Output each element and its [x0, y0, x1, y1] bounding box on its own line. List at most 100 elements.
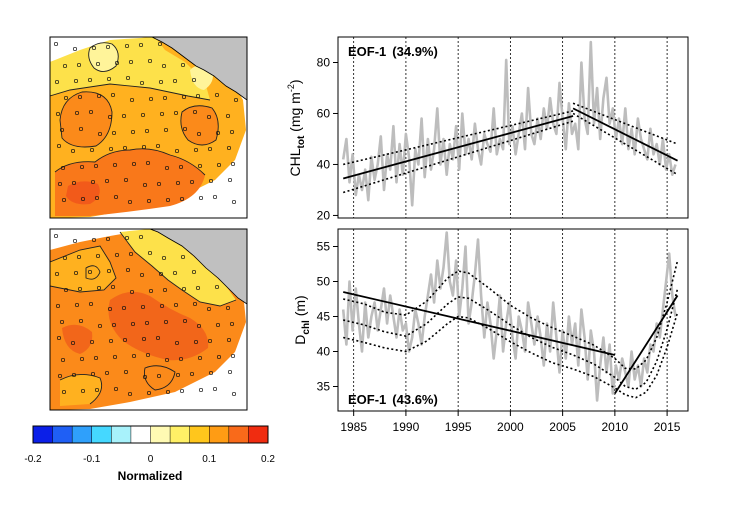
station-marker — [179, 388, 185, 394]
station-marker — [128, 59, 134, 65]
station-marker — [191, 269, 197, 275]
station-marker — [148, 96, 154, 102]
station-marker — [195, 285, 201, 291]
station-marker — [145, 352, 151, 358]
station-marker — [110, 284, 116, 290]
station-marker — [159, 303, 165, 309]
map-top-contour-2 — [88, 42, 119, 72]
station-marker — [178, 356, 184, 362]
station-marker — [195, 93, 201, 99]
station-marker — [88, 109, 94, 115]
station-marker — [138, 42, 144, 48]
station-marker — [206, 114, 212, 120]
colorbar-cell — [248, 426, 269, 443]
station-marker — [70, 148, 76, 154]
map-top-red-zone — [66, 181, 100, 205]
station-marker — [230, 353, 236, 359]
station-marker — [74, 302, 80, 308]
station-marker — [192, 301, 198, 307]
station-marker — [215, 130, 221, 136]
map-top-contour-4 — [180, 105, 219, 146]
station-marker — [161, 63, 167, 69]
station-marker — [105, 44, 111, 50]
station-marker — [162, 95, 168, 101]
map-top-stations — [53, 41, 239, 205]
station-marker — [80, 196, 86, 202]
colorbar-cell — [130, 426, 151, 443]
station-marker — [155, 335, 161, 341]
map-bottom-coastline — [149, 229, 247, 305]
chart-top-ytick-label: 60 — [317, 106, 331, 120]
station-marker — [93, 355, 99, 361]
station-marker — [87, 77, 93, 83]
station-marker — [127, 391, 133, 397]
station-marker — [148, 288, 154, 294]
chart-top-trend-line — [572, 107, 678, 162]
station-marker — [229, 321, 235, 327]
station-marker — [104, 178, 110, 184]
station-marker — [139, 80, 145, 86]
station-marker — [114, 252, 120, 258]
station-marker — [156, 181, 162, 187]
station-marker — [227, 369, 233, 375]
station-marker — [231, 199, 237, 205]
station-marker — [56, 143, 62, 149]
station-marker — [216, 354, 222, 360]
colorbar: -0.2 -0.1 0 0.1 0.2 Normalized — [24, 425, 275, 483]
station-marker — [89, 147, 95, 153]
station-marker — [57, 181, 63, 187]
station-marker — [173, 110, 179, 116]
chart-bottom-annotation: EOF-1 (43.6%) — [348, 392, 438, 407]
chart-bottom-confidence-band — [343, 312, 679, 399]
chart-top-ytick-label: 80 — [317, 55, 331, 69]
station-marker — [78, 318, 84, 324]
map-bottom-stations — [53, 233, 237, 397]
station-marker — [161, 255, 167, 261]
station-marker — [130, 129, 136, 135]
colorbar-label: Normalized — [118, 469, 183, 483]
station-marker — [165, 389, 171, 395]
station-marker — [145, 160, 151, 166]
station-marker — [125, 267, 131, 273]
station-marker — [111, 130, 117, 136]
station-marker — [54, 271, 60, 277]
station-marker — [196, 131, 202, 137]
station-marker — [74, 110, 80, 116]
station-marker — [90, 371, 96, 377]
station-marker — [60, 165, 66, 171]
station-marker — [63, 287, 69, 293]
station-marker — [112, 162, 118, 168]
station-marker — [106, 268, 112, 274]
station-marker — [94, 387, 100, 393]
station-marker — [196, 323, 202, 329]
chart-bottom-xtick-label: 1990 — [393, 420, 420, 434]
station-marker — [156, 373, 162, 379]
station-marker — [197, 355, 203, 361]
station-marker — [97, 323, 103, 329]
station-marker — [72, 238, 78, 244]
station-marker — [198, 387, 204, 393]
station-marker — [216, 162, 222, 168]
station-marker — [173, 302, 179, 308]
map-bottom — [49, 228, 248, 411]
map-top-coastline — [151, 37, 247, 101]
station-marker — [172, 270, 178, 276]
chart-bottom-confidence-band — [343, 260, 679, 370]
station-marker — [77, 94, 83, 100]
station-marker — [93, 163, 99, 169]
station-marker — [56, 335, 62, 341]
station-marker — [214, 92, 220, 98]
station-marker — [182, 318, 188, 324]
station-marker — [233, 97, 239, 103]
station-marker — [76, 254, 82, 260]
station-marker — [61, 389, 67, 395]
station-marker — [192, 109, 198, 115]
station-marker — [159, 111, 165, 117]
chart-bottom-trend-line — [343, 291, 616, 356]
station-marker — [175, 372, 181, 378]
chart-bottom-ytick-label: 55 — [317, 240, 331, 254]
station-marker — [128, 251, 134, 257]
station-marker — [189, 371, 195, 377]
station-marker — [111, 322, 117, 328]
station-marker — [175, 180, 181, 186]
